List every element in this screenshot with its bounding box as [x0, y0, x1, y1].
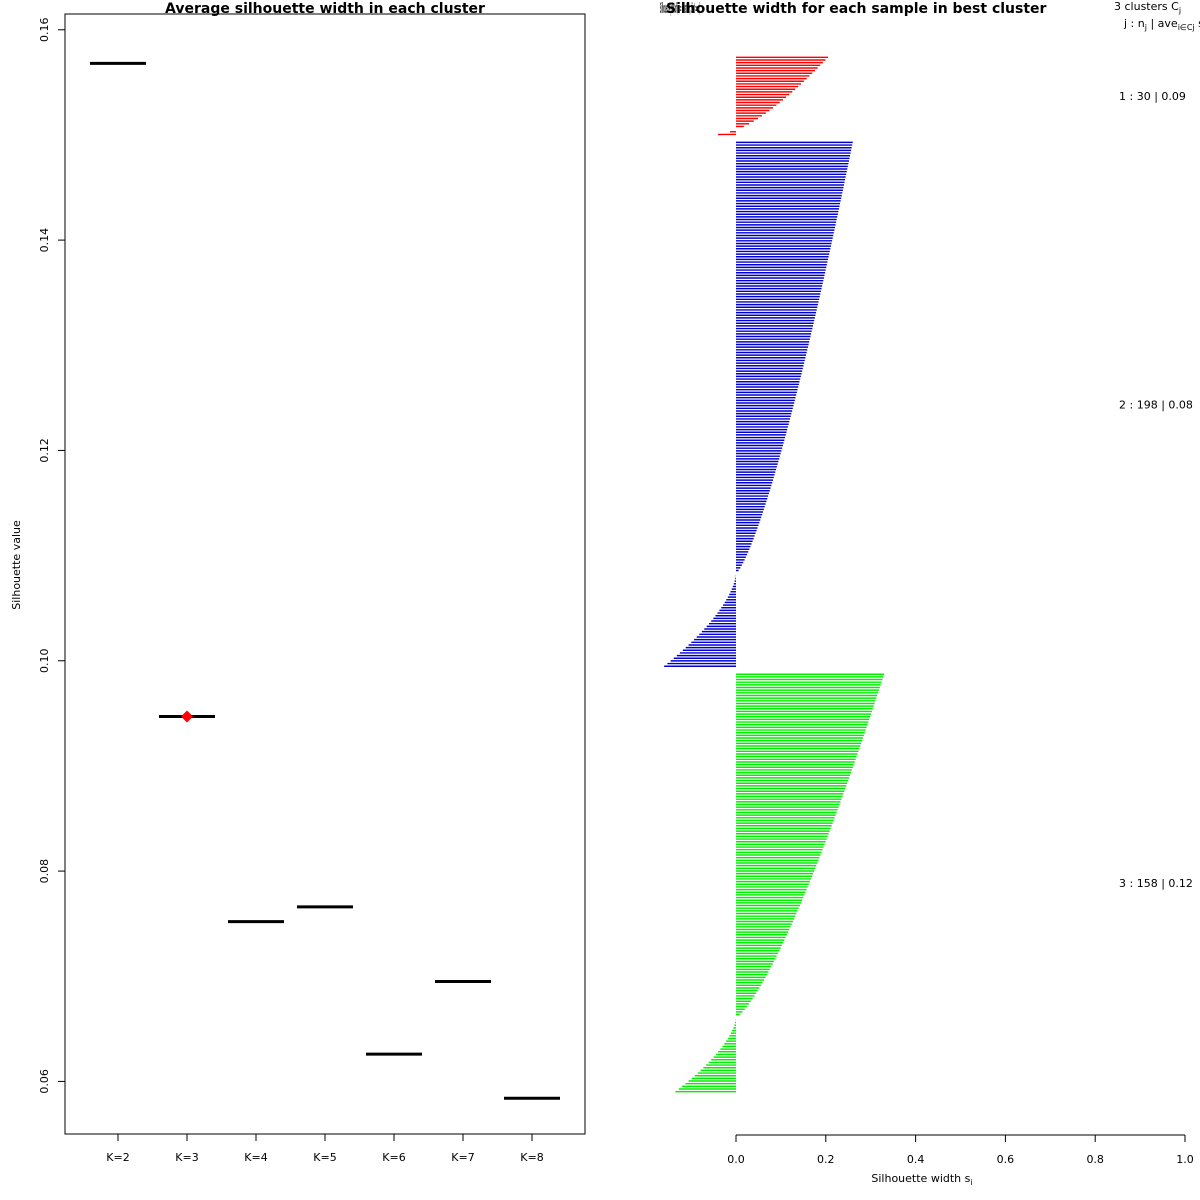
left-chart-title: Average silhouette width in each cluster [165, 1, 485, 17]
cluster-labels: 1 : 30 | 0.09 2 : 198 | 0.08 3 : 158 | 0.1… [1119, 90, 1193, 890]
x-tick-label: 0.0 [727, 1153, 745, 1166]
x-tick-label: K=6 [382, 1151, 405, 1164]
x-tick-label: K=2 [106, 1151, 129, 1164]
y-tick-label: 0.10 [38, 649, 51, 674]
right-chart-title: Silhouette width for each sample in best… [666, 1, 1047, 17]
silhouette-bars [664, 56, 885, 1093]
y-tick-label: 0.06 [38, 1069, 51, 1094]
right-x-axis-label: Silhouette width si [871, 1172, 972, 1187]
x-tick-label: 1.0 [1176, 1153, 1194, 1166]
left-plot-frame [64, 13, 586, 1135]
right-chart-title-overlap: Silhouette plot of (x = clusters, dist =… [660, 1, 700, 17]
left-y-axis-label: Silhouette value [10, 520, 23, 610]
cluster-label-3: 3 : 158 | 0.12 [1119, 877, 1193, 890]
left-marks [90, 61, 560, 1100]
x-tick-label: K=7 [451, 1151, 474, 1164]
left-y-ticks: 0.06 0.08 0.10 0.12 0.14 0.16 [38, 18, 65, 1094]
x-tick-label: K=4 [244, 1151, 267, 1164]
y-tick-label: 0.12 [38, 438, 51, 463]
x-tick-label: 0.2 [817, 1153, 835, 1166]
x-tick-label: K=8 [520, 1151, 543, 1164]
left-x-ticks: K=2 K=3 K=4 K=5 K=6 K=7 K=8 [106, 1134, 544, 1164]
x-tick-label: K=5 [313, 1151, 336, 1164]
cluster-label-1: 1 : 30 | 0.09 [1119, 90, 1186, 103]
y-tick-label: 0.14 [38, 228, 51, 253]
x-tick-label: 0.4 [907, 1153, 925, 1166]
y-tick-label: 0.16 [38, 18, 51, 43]
best-k-marker [181, 710, 193, 723]
header-line-1: 3 clusters Cj [1114, 0, 1181, 15]
right-x-axis: 0.0 0.2 0.4 0.6 0.8 1.0 [727, 1134, 1194, 1166]
y-tick-label: 0.08 [38, 859, 51, 884]
x-tick-label: 0.6 [997, 1153, 1015, 1166]
header-line-2: j : nj | avei∈Cj s [1123, 17, 1200, 32]
right-panel: Silhouette plot of (x = clusters, dist =… [660, 0, 1200, 1187]
cluster-label-2: 2 : 198 | 0.08 [1119, 398, 1193, 411]
left-panel: Average silhouette width in each cluster… [10, 1, 586, 1164]
x-tick-label: 0.8 [1086, 1153, 1104, 1166]
x-tick-label: K=3 [175, 1151, 198, 1164]
